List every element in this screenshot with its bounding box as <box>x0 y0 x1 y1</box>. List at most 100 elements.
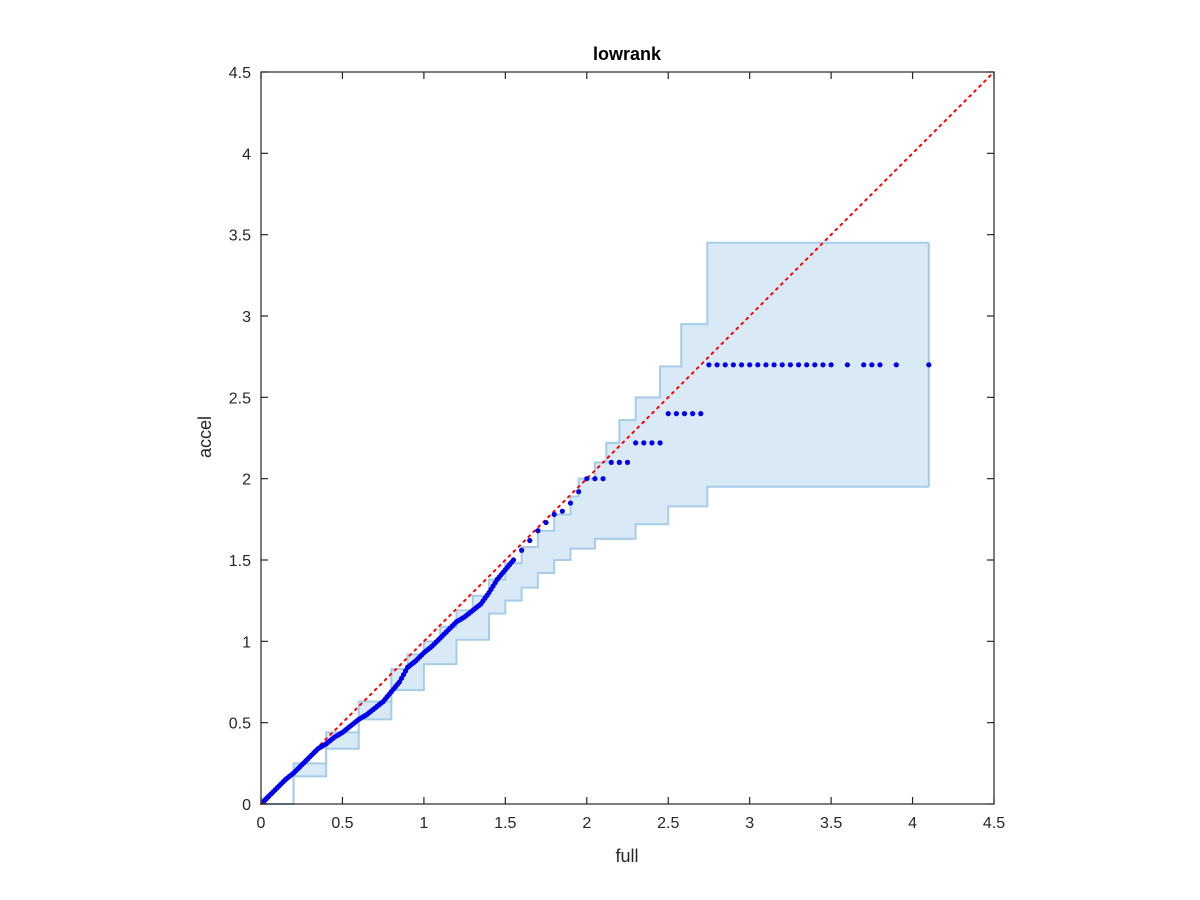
data-point <box>411 659 417 666</box>
y-tick-label: 4 <box>242 146 251 163</box>
data-point <box>795 362 802 368</box>
data-point <box>280 779 286 785</box>
x-tick-label: 0 <box>257 815 266 832</box>
data-point <box>877 362 883 368</box>
data-point <box>844 362 851 368</box>
data-point <box>313 748 319 754</box>
band-lower-bound <box>261 485 929 805</box>
data-point <box>649 440 655 446</box>
x-tick-label: 4 <box>908 815 917 832</box>
data-point <box>738 362 745 368</box>
x-tick-label: 2.5 <box>657 815 679 832</box>
data-point <box>402 668 409 674</box>
x-tick-label: 4.5 <box>983 815 1005 832</box>
x-tick-label: 1 <box>419 815 428 832</box>
y-tick-label: 3.5 <box>229 228 251 245</box>
data-point <box>763 362 769 368</box>
data-point <box>427 645 433 651</box>
data-point <box>451 621 458 627</box>
data-point <box>926 362 932 368</box>
data-point <box>551 511 557 518</box>
y-tick-label: 2 <box>242 472 251 489</box>
data-point <box>329 736 335 742</box>
data-point <box>657 440 663 446</box>
x-tick-label: 3 <box>745 815 754 832</box>
y-tick-label: 3 <box>242 309 251 326</box>
data-point <box>633 440 639 446</box>
data-point <box>567 500 574 506</box>
data-point <box>592 476 598 482</box>
data-point <box>869 362 875 368</box>
data-point <box>779 362 785 368</box>
y-tick-label: 4.5 <box>229 65 251 82</box>
data-point <box>362 713 368 719</box>
data-point <box>354 718 360 724</box>
y-tick-label: 1.5 <box>229 553 251 570</box>
reference-line <box>260 71 995 805</box>
data-point <box>600 476 606 482</box>
data-point <box>616 459 622 465</box>
x-tick-label: 0.5 <box>331 815 353 832</box>
data-point <box>714 362 720 368</box>
data-point <box>468 609 474 615</box>
data-point <box>476 602 482 609</box>
data-point <box>681 411 688 417</box>
data-point <box>337 731 344 737</box>
data-point <box>535 528 541 534</box>
data-point <box>584 476 590 482</box>
data-point <box>265 794 271 800</box>
y-tick-label: 0.5 <box>229 716 251 733</box>
y-tick-label: 1 <box>242 634 251 651</box>
data-point <box>787 362 793 368</box>
data-point <box>673 411 679 417</box>
data-point <box>706 362 712 368</box>
data-point <box>559 508 565 514</box>
axes-box <box>260 71 995 805</box>
y-tick-label: 0 <box>242 797 251 814</box>
data-point <box>747 362 753 368</box>
tick-labels: 0 0.5 1 1.5 2 2.5 3 3.5 4 4.5 0 0.5 1 1.5 2 2.5 3 3.5 4 4.5 <box>229 65 1005 832</box>
data-point <box>386 691 392 697</box>
y-tick-label: 2.5 <box>229 390 251 407</box>
data-point <box>394 681 401 688</box>
data-points <box>261 362 932 804</box>
data-point <box>828 362 834 368</box>
x-tick-label: 1.5 <box>494 815 516 832</box>
data-point <box>527 537 533 544</box>
data-point <box>508 559 515 566</box>
data-point <box>543 519 549 526</box>
data-point <box>492 580 498 586</box>
data-point <box>370 707 376 713</box>
data-point <box>345 724 352 731</box>
data-point <box>576 489 582 495</box>
data-point <box>484 592 490 598</box>
data-point <box>305 756 311 762</box>
data-point <box>730 362 736 368</box>
data-point <box>893 362 899 368</box>
data-point <box>690 411 696 417</box>
data-point <box>698 411 704 417</box>
data-point <box>812 362 818 368</box>
data-point <box>624 459 631 465</box>
data-point <box>804 362 810 368</box>
data-point <box>722 362 728 368</box>
data-point <box>419 652 425 658</box>
x-tick-label: 2 <box>582 815 591 832</box>
data-point <box>443 629 449 635</box>
x-axis-label: full <box>615 846 638 866</box>
data-point <box>321 742 327 748</box>
data-point <box>297 764 303 770</box>
data-point <box>272 787 278 793</box>
data-point <box>641 440 647 446</box>
y-axis-label: accel <box>195 416 215 458</box>
reference-line-layer <box>260 71 995 805</box>
data-point <box>608 459 614 465</box>
axes <box>260 71 995 805</box>
data-point <box>459 615 466 621</box>
data-point <box>519 547 525 553</box>
x-tick-label: 3.5 <box>820 815 842 832</box>
data-point <box>435 637 441 643</box>
data-point <box>378 700 384 706</box>
data-point <box>500 569 506 575</box>
